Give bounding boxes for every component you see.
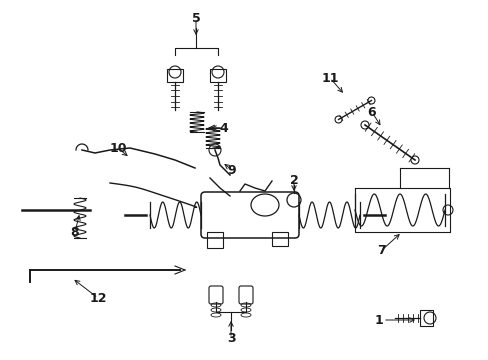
Bar [271, 232, 287, 246]
Text: 4: 4 [219, 122, 228, 135]
Text: 2: 2 [289, 174, 298, 186]
Text: 9: 9 [227, 163, 236, 176]
Text: 10: 10 [109, 141, 126, 154]
Text: 6: 6 [367, 105, 376, 118]
Text: 12: 12 [89, 292, 106, 305]
Text: 8: 8 [71, 225, 79, 238]
Text: 5: 5 [191, 12, 200, 24]
Text: 11: 11 [321, 72, 338, 85]
Text: 3: 3 [226, 332, 235, 345]
Text: 1: 1 [373, 314, 382, 327]
Text: 7: 7 [377, 243, 386, 256]
Bar [206, 232, 223, 248]
